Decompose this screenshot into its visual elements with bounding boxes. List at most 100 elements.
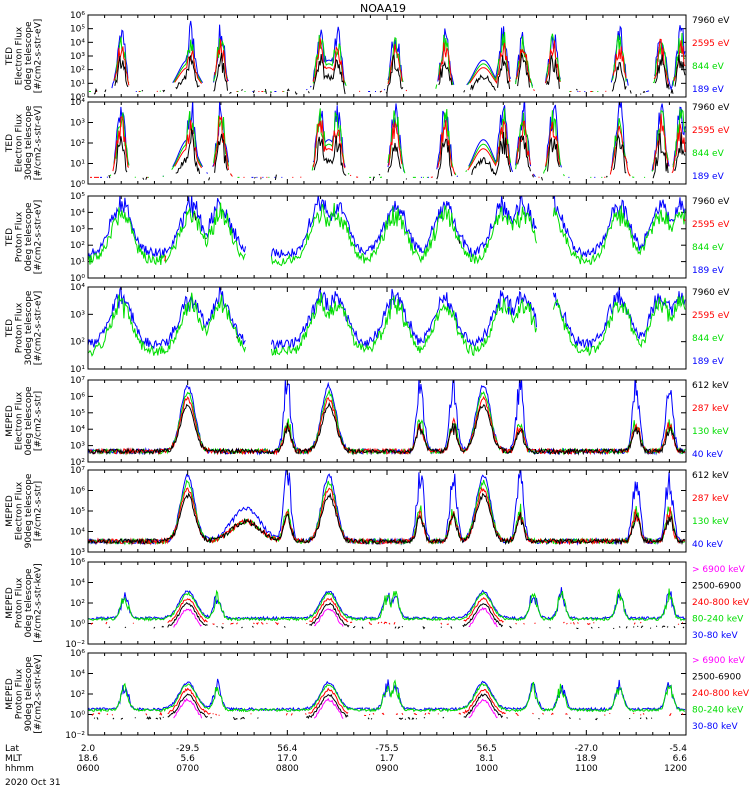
legend-entry: 2595 eV (692, 126, 730, 136)
panel-ylabel: TEDElectron Flux30deg telescope[#/cm2-s-… (5, 105, 44, 180)
ytick-label: 10⁰ (70, 274, 85, 284)
series-trace (173, 606, 498, 628)
xaxis-tick-hhmm: 1100 (575, 764, 598, 774)
legend-entry: 844 eV (692, 243, 725, 253)
ytick-label: 10⁰ (70, 180, 85, 190)
ytick-label: 10⁴ (70, 38, 85, 48)
ytick-label: 10⁴ (70, 208, 85, 218)
series-trace (88, 479, 686, 546)
series-trace (108, 128, 686, 181)
panel-4: TEDProton Flux30deg telescope[#/cm2-s-st… (5, 283, 730, 375)
legend-entry: 30-80 keV (692, 722, 738, 732)
xaxis-row-label: hhmm (5, 764, 34, 774)
ylabel-line: [#/cm2-s-str-eV] (34, 291, 44, 366)
ytick-label: 10⁰ (70, 711, 85, 721)
ylabel-line: Electron Flux (15, 26, 25, 85)
ytick-label: 10³ (70, 52, 85, 62)
xaxis-tick-mlt: 1.7 (380, 754, 394, 764)
ytick-label: 10⁴ (70, 670, 85, 680)
ylabel-line: TED (5, 47, 15, 66)
legend-entry: 612 keV (692, 381, 729, 391)
series-trace (90, 113, 686, 178)
ytick-label: 10⁴ (70, 579, 85, 589)
legend-entry: 189 eV (692, 85, 725, 95)
panel-frame (87, 286, 687, 370)
panel-ylabel: TEDProton Flux0deg telescope[#/cm2-s-str… (5, 200, 44, 275)
legend-entry: > 6900 keV (692, 656, 746, 666)
panel-5: MEPEDElectron Flux0deg telescope[#/cm2-s… (5, 376, 729, 468)
series-trace (88, 292, 686, 357)
ytick-label: 10⁶ (70, 392, 85, 402)
ylabel-line: TED (5, 228, 15, 247)
legend-entry: 80-240 keV (692, 615, 744, 625)
xaxis-tick-mlt: 8.1 (480, 754, 494, 764)
ylabel-line: Electron Flux (15, 113, 25, 172)
xaxis-tick-mlt: 6.6 (673, 754, 688, 764)
xaxis-tick-lat: -27.0 (575, 744, 599, 754)
legend-entry: 130 keV (692, 427, 729, 437)
ylabel-line: Electron Flux (15, 391, 25, 450)
legend-entry: 612 keV (692, 471, 729, 481)
ylabel-line: Electron Flux (15, 481, 25, 540)
series-trace (88, 202, 686, 267)
legend-entry: 2500-6900 (692, 582, 741, 592)
panel-2: TEDElectron Flux30deg telescope[#/cm2-s-… (5, 98, 730, 190)
ytick-label: 10² (70, 690, 85, 700)
ylabel-line: [#/cm2-s-str] (34, 391, 44, 451)
legend-entry: 7960 eV (692, 197, 730, 207)
xaxis-row-label: MLT (5, 754, 23, 764)
legend-entry: 189 eV (692, 266, 725, 276)
ytick-label: 10⁴ (70, 425, 85, 435)
series-trace (88, 388, 686, 456)
panel-traces (88, 287, 686, 357)
ylabel-line: 30deg telescope (24, 105, 34, 180)
ylabel-line: [#/cm2-s-str-eV] (34, 200, 44, 275)
panel-1: TEDElectron Flux0deg telescope[#/cm2-s-s… (5, 11, 730, 103)
ytick-label: 10⁰ (70, 620, 85, 630)
ylabel-line: 0deg telescope (24, 568, 34, 638)
ylabel-line: Proton Flux (15, 211, 25, 262)
ytick-label: 10⁵ (70, 25, 85, 35)
xaxis-tick-mlt: 18.9 (576, 754, 596, 764)
legend-entry: 40 keV (692, 540, 724, 550)
ytick-label: 10⁶ (70, 649, 85, 659)
xaxis-tick-hhmm: 1000 (475, 764, 498, 774)
xaxis-tick-lat: 56.4 (277, 744, 297, 754)
legend-entry: 844 eV (692, 334, 725, 344)
ytick-label: 10⁷ (70, 466, 85, 476)
legend-entry: 130 keV (692, 517, 729, 527)
ytick-label: 10⁵ (70, 507, 85, 517)
series-trace (108, 601, 685, 630)
ytick-label: 10⁻² (65, 640, 85, 650)
series-trace (111, 20, 686, 92)
panel-traces (88, 678, 686, 720)
xaxis-tick-hhmm: 0800 (276, 764, 299, 774)
xaxis-tick-hhmm: 0900 (376, 764, 399, 774)
chart-title: NOAA19 (360, 2, 406, 15)
series-trace (164, 218, 686, 262)
series-trace (88, 588, 686, 622)
legend-entry: > 6900 keV (692, 565, 746, 575)
legend-entry: 287 keV (692, 404, 729, 414)
ytick-label: 10⁶ (70, 11, 85, 21)
ytick-label: 10² (70, 241, 85, 251)
panel-frame (87, 195, 687, 279)
panels-group: TEDElectron Flux0deg telescope[#/cm2-s-s… (5, 11, 750, 741)
ytick-label: 10⁴ (70, 528, 85, 538)
panel-frame (87, 561, 687, 645)
ytick-label: 10⁰ (70, 93, 85, 103)
legend-entry: 2595 eV (692, 311, 730, 321)
legend-entry: 287 keV (692, 494, 729, 504)
ylabel-line: [#/cm2-s-str-eV] (34, 106, 44, 181)
panel-ylabel: MEPEDProton Flux90deg telescope[#/cm2-s-… (5, 654, 44, 733)
panel-ylabel: MEPEDProton Flux0deg telescope[#/cm2-s-s… (5, 563, 44, 642)
panel-8: MEPEDProton Flux90deg telescope[#/cm2-s-… (5, 649, 750, 741)
legend-entry: 844 eV (692, 62, 725, 72)
ylabel-line: 30deg telescope (24, 290, 34, 365)
legend-entry: 7960 eV (692, 103, 730, 113)
panel-traces (89, 20, 686, 95)
ytick-label: 10³ (70, 119, 85, 129)
ylabel-line: 0deg telescope (24, 386, 34, 456)
series-trace (88, 492, 686, 546)
